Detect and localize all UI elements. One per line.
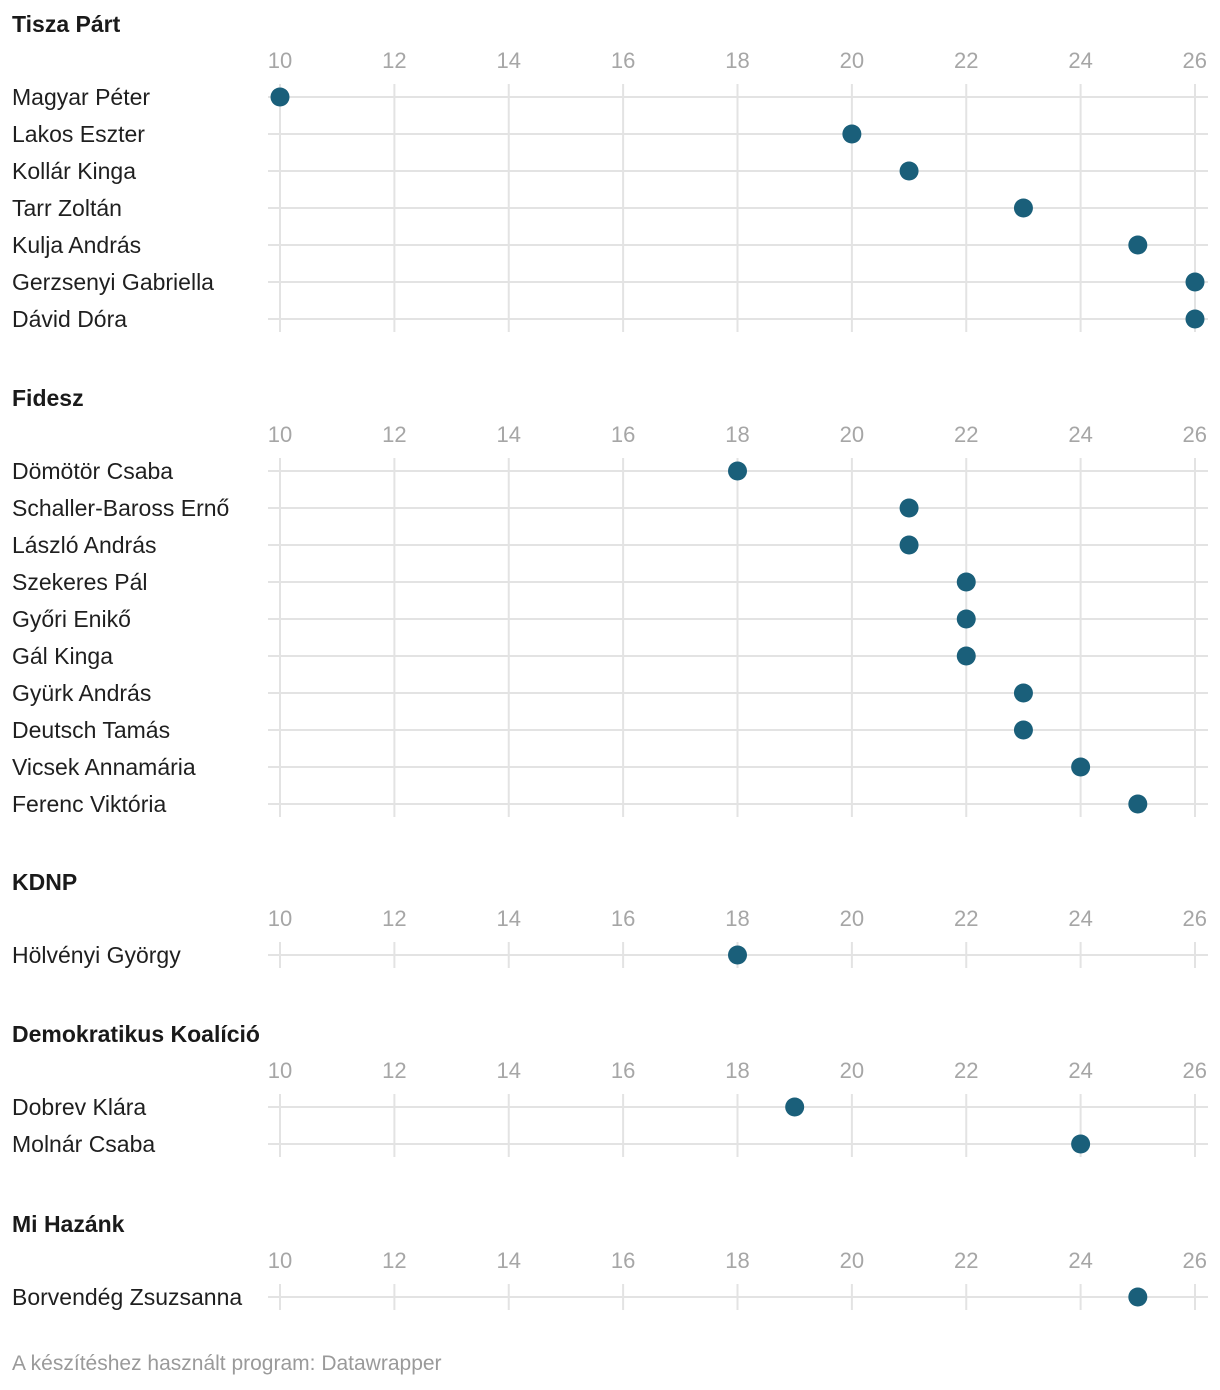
tick-label: 26	[1183, 1058, 1207, 1083]
tick-label: 12	[382, 48, 406, 73]
tick-label: 18	[725, 1248, 749, 1273]
tick-label: 10	[268, 1058, 292, 1083]
tick-label: 12	[382, 422, 406, 447]
data-point	[1013, 198, 1033, 218]
data-point	[956, 646, 976, 666]
tick-label: 10	[268, 906, 292, 931]
data-point	[1128, 235, 1148, 255]
row-label: László András	[12, 532, 156, 558]
row-label: Ferenc Viktória	[12, 791, 166, 817]
data-point	[899, 498, 919, 518]
data-point	[728, 461, 747, 481]
tick-label: 12	[382, 1248, 406, 1273]
tick-label: 10	[268, 422, 292, 447]
tick-label: 18	[725, 48, 749, 73]
panel-title: Fidesz	[12, 385, 84, 411]
tick-label: 18	[725, 1058, 749, 1083]
row-label: Szekeres Pál	[12, 569, 148, 595]
data-point	[1013, 683, 1033, 703]
panel-title: Tisza Párt	[12, 11, 121, 37]
data-point	[842, 124, 862, 144]
tick-label: 26	[1183, 422, 1207, 447]
data-point	[956, 572, 976, 592]
tick-label: 14	[497, 422, 521, 447]
tick-label: 22	[954, 1248, 978, 1273]
data-point	[1071, 1134, 1091, 1154]
tick-label: 20	[840, 906, 864, 931]
row-label: Dömötör Csaba	[12, 458, 173, 484]
row-label: Molnár Csaba	[12, 1131, 155, 1157]
tick-label: 20	[840, 1248, 864, 1273]
tick-label: 22	[954, 48, 978, 73]
row-label: Lakos Eszter	[12, 121, 145, 147]
data-point	[785, 1097, 805, 1117]
tick-label: 24	[1068, 906, 1092, 931]
panel-title: Mi Hazánk	[12, 1211, 125, 1237]
data-point	[1128, 794, 1148, 814]
tick-label: 26	[1183, 906, 1207, 931]
tick-label: 18	[725, 906, 749, 931]
row-label: Magyar Péter	[12, 84, 150, 110]
footer-credit: A készítéshez használt program: Datawrap…	[12, 1352, 442, 1375]
row-label: Gerzsenyi Gabriella	[12, 269, 214, 295]
panel-2: KDNP 10 12 14 16 18 20 22 24 26 Hölvényi György	[12, 869, 1208, 968]
row-label: Vicsek Annamária	[12, 754, 196, 780]
row-label: Dávid Dóra	[12, 306, 127, 332]
row-label: Gyürk András	[12, 680, 151, 706]
tick-label: 26	[1183, 1248, 1207, 1273]
tick-label: 24	[1068, 422, 1092, 447]
data-point	[956, 609, 976, 629]
row-label: Schaller-Baross Ernő	[12, 495, 229, 521]
row-label: Deutsch Tamás	[12, 717, 170, 743]
row-label: Hölvényi György	[12, 942, 181, 968]
row-label: Kulja András	[12, 232, 141, 258]
panel-title: Demokratikus Koalíció	[12, 1021, 260, 1047]
data-point	[1013, 720, 1033, 740]
row-label: Tarr Zoltán	[12, 195, 122, 221]
data-point	[1071, 757, 1091, 777]
tick-label: 16	[611, 48, 635, 73]
tick-label: 24	[1068, 1248, 1092, 1273]
tick-label: 16	[611, 1058, 635, 1083]
tick-label: 12	[382, 1058, 406, 1083]
tick-label: 14	[497, 906, 521, 931]
tick-label: 20	[840, 1058, 864, 1083]
tick-label: 22	[954, 422, 978, 447]
tick-label: 16	[611, 906, 635, 931]
data-point	[1185, 309, 1205, 329]
data-point	[270, 87, 290, 107]
row-label: Dobrev Klára	[12, 1094, 146, 1120]
row-label: Borvendég Zsuzsanna	[12, 1284, 242, 1310]
tick-label: 18	[725, 422, 749, 447]
tick-label: 22	[954, 1058, 978, 1083]
data-point	[899, 161, 919, 181]
tick-label: 24	[1068, 1058, 1092, 1083]
data-point	[728, 945, 747, 965]
panel-4: Mi Hazánk 10 12 14 16 18 20 22 24 26 Borvendég Zsu…	[12, 1211, 1208, 1310]
data-point	[1185, 272, 1205, 292]
tick-label: 10	[268, 1248, 292, 1273]
panel-0: Tisza Párt 10 12 14 16 18 20 22 24 26 Magyar Péter…	[12, 11, 1208, 332]
tick-label: 20	[840, 422, 864, 447]
panel-title: KDNP	[12, 869, 77, 895]
tick-label: 12	[382, 906, 406, 931]
tick-label: 20	[840, 48, 864, 73]
tick-label: 14	[497, 48, 521, 73]
tick-label: 16	[611, 1248, 635, 1273]
tick-label: 24	[1068, 48, 1092, 73]
tick-label: 16	[611, 422, 635, 447]
row-label: Győri Enikő	[12, 606, 131, 632]
panel-1: Fidesz 10 12 14 16 18 20 22 24 26 Dömötör Csaba Sch…	[12, 385, 1208, 817]
tick-label: 14	[497, 1058, 521, 1083]
panel-3: Demokratikus Koalíció 10 12 14 16 18 20 22 24 26 D…	[12, 1021, 1208, 1157]
tick-label: 14	[497, 1248, 521, 1273]
data-point	[899, 535, 919, 555]
row-label: Kollár Kinga	[12, 158, 136, 184]
tick-label: 26	[1183, 48, 1207, 73]
tick-label: 22	[954, 906, 978, 931]
tick-label: 10	[268, 48, 292, 73]
data-point	[1128, 1287, 1148, 1307]
row-label: Gál Kinga	[12, 643, 113, 669]
